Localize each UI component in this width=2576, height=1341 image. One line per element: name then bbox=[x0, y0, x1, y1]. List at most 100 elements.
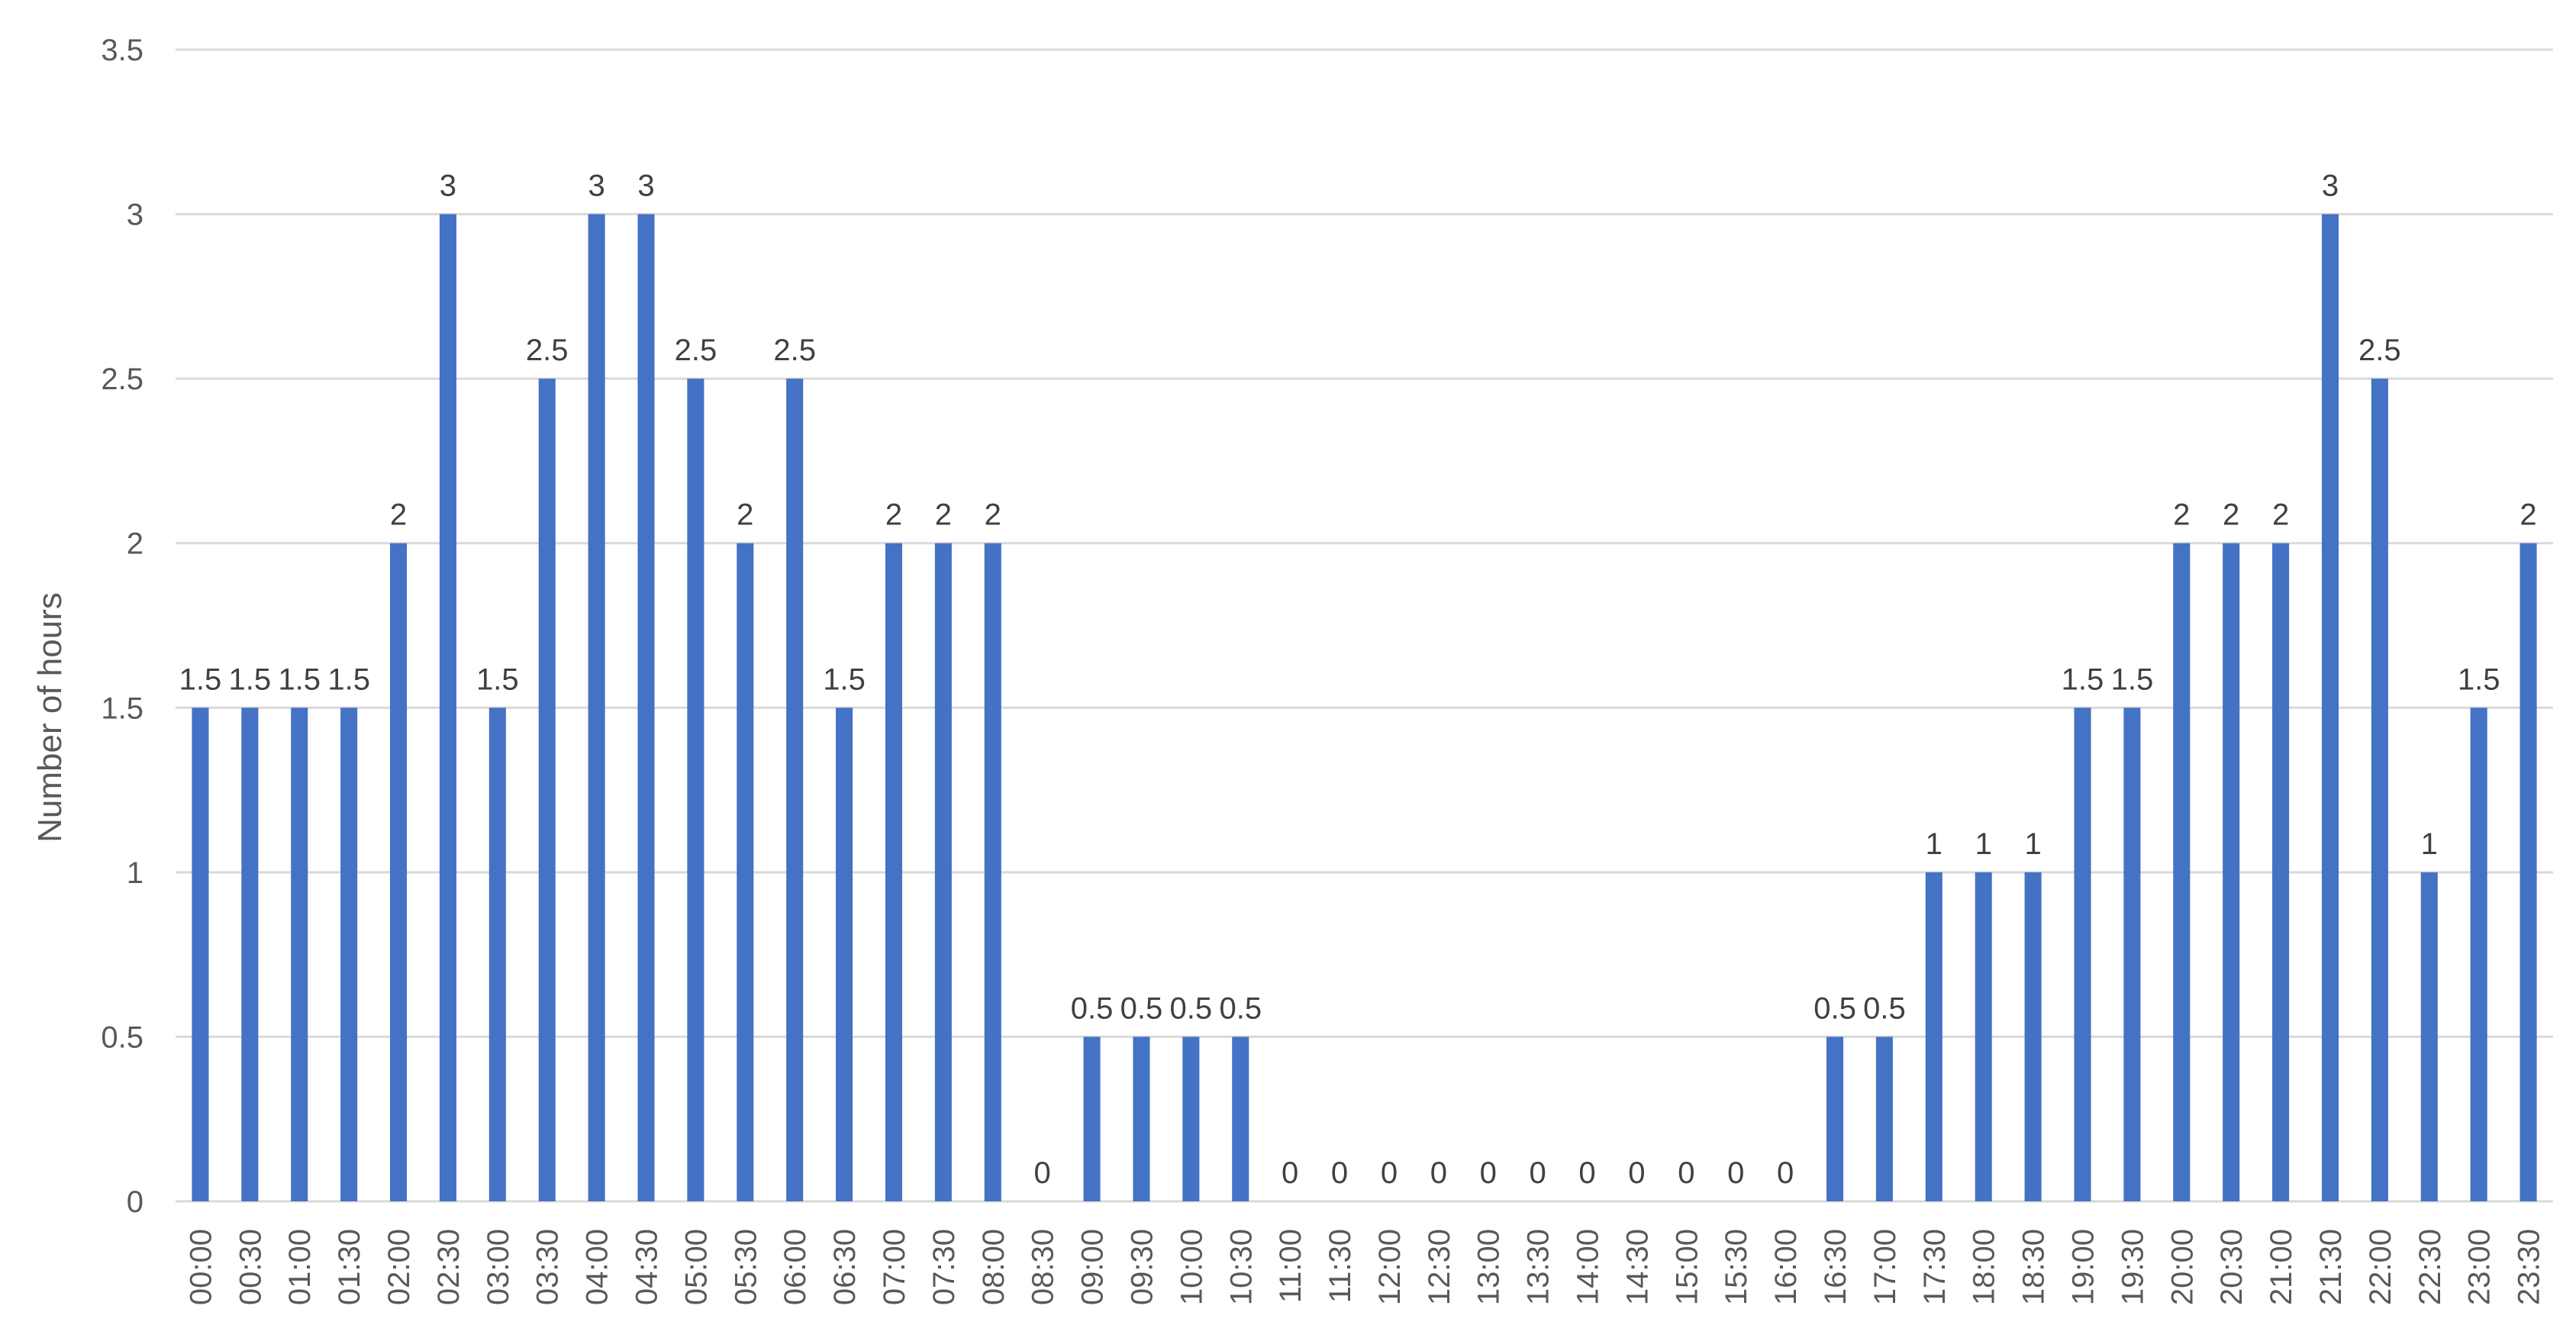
x-tick-label: 15:00 bbox=[1670, 1229, 1704, 1305]
x-tick-label: 22:30 bbox=[2413, 1229, 2447, 1305]
data-label: 1.5 bbox=[823, 662, 866, 696]
data-label: 3 bbox=[588, 169, 605, 203]
bar bbox=[2123, 708, 2141, 1201]
x-tick-label: 04:00 bbox=[581, 1229, 614, 1305]
bar bbox=[192, 708, 209, 1201]
bar bbox=[588, 214, 605, 1202]
bar bbox=[737, 543, 754, 1201]
bar bbox=[1182, 1036, 1200, 1201]
data-label: 0.5 bbox=[1170, 991, 1213, 1025]
x-tick-label: 07:00 bbox=[878, 1229, 911, 1305]
data-label: 2 bbox=[2272, 498, 2289, 532]
y-tick-label: 1.5 bbox=[101, 691, 143, 725]
data-label: 2.5 bbox=[526, 334, 569, 367]
x-tick-label: 05:30 bbox=[729, 1229, 762, 1305]
x-tick-label: 14:30 bbox=[1620, 1229, 1654, 1305]
data-label: 1.5 bbox=[278, 662, 321, 696]
data-label: 2 bbox=[737, 498, 753, 532]
x-tick-label: 19:00 bbox=[2066, 1229, 2100, 1305]
x-tick-label: 04:30 bbox=[630, 1229, 664, 1305]
bar bbox=[2321, 214, 2339, 1202]
data-label: 1.5 bbox=[179, 662, 222, 696]
y-axis-ticks: 0 0.5 1 1.5 2 2.5 3 3.5 bbox=[101, 34, 143, 1219]
x-tick-label: 20:00 bbox=[2165, 1229, 2199, 1305]
bar bbox=[885, 543, 903, 1201]
y-tick-label: 3 bbox=[127, 198, 143, 232]
bar bbox=[2470, 708, 2487, 1201]
data-label: 0.5 bbox=[1219, 991, 1262, 1025]
x-tick-label: 08:30 bbox=[1027, 1229, 1060, 1305]
data-label: 1 bbox=[1975, 827, 1992, 861]
bar bbox=[2024, 872, 2042, 1201]
data-label: 0.5 bbox=[1814, 991, 1856, 1025]
bar bbox=[1133, 1036, 1150, 1201]
data-label: 2 bbox=[2223, 498, 2239, 532]
data-label: 0 bbox=[1331, 1156, 1348, 1190]
bar bbox=[241, 708, 259, 1201]
x-tick-label: 10:30 bbox=[1224, 1229, 1258, 1305]
x-tick-label: 02:30 bbox=[432, 1229, 466, 1305]
y-tick-label: 0.5 bbox=[101, 1020, 143, 1054]
data-label: 1.5 bbox=[327, 662, 370, 696]
x-tick-label: 00:00 bbox=[184, 1229, 218, 1305]
bar bbox=[637, 214, 655, 1202]
data-label: 0 bbox=[1678, 1156, 1694, 1190]
bar bbox=[934, 543, 952, 1201]
bar bbox=[340, 708, 358, 1201]
y-axis-label: Number of hours bbox=[31, 592, 69, 843]
bar bbox=[984, 543, 1001, 1201]
x-tick-label: 20:30 bbox=[2215, 1229, 2249, 1305]
x-tick-label: 10:00 bbox=[1175, 1229, 1208, 1305]
bar bbox=[1925, 872, 1942, 1201]
data-label: 2 bbox=[885, 498, 902, 532]
x-tick-label: 23:30 bbox=[2513, 1229, 2546, 1305]
data-label: 0 bbox=[1777, 1156, 1794, 1190]
data-label: 1.5 bbox=[476, 662, 519, 696]
x-tick-label: 18:30 bbox=[2017, 1229, 2051, 1305]
data-label: 0 bbox=[1282, 1156, 1298, 1190]
data-label: 1 bbox=[2024, 827, 2041, 861]
bar bbox=[2520, 543, 2537, 1201]
y-tick-label: 2.5 bbox=[101, 363, 143, 396]
bar bbox=[291, 708, 308, 1201]
data-label: 3 bbox=[2322, 169, 2339, 203]
y-tick-label: 3.5 bbox=[101, 34, 143, 67]
bar bbox=[2074, 708, 2091, 1201]
data-label: 0 bbox=[1381, 1156, 1398, 1190]
data-label: 2 bbox=[390, 498, 407, 532]
bar bbox=[439, 214, 456, 1202]
bar bbox=[1875, 1036, 1893, 1201]
x-tick-label: 06:00 bbox=[779, 1229, 812, 1305]
bar bbox=[687, 379, 704, 1202]
x-tick-label: 08:00 bbox=[977, 1229, 1011, 1305]
x-tick-label: 23:00 bbox=[2463, 1229, 2497, 1305]
data-label: 1 bbox=[1926, 827, 1942, 861]
data-label: 2 bbox=[935, 498, 952, 532]
data-label: 0 bbox=[1628, 1156, 1645, 1190]
x-tick-label: 09:30 bbox=[1125, 1229, 1159, 1305]
bar bbox=[1826, 1036, 1844, 1201]
y-tick-label: 0 bbox=[127, 1185, 143, 1219]
data-label: 1.5 bbox=[229, 662, 272, 696]
x-tick-label: 22:00 bbox=[2364, 1229, 2397, 1305]
bar bbox=[389, 543, 408, 1201]
bar bbox=[2173, 543, 2191, 1201]
gridlines bbox=[176, 48, 2553, 1203]
bar bbox=[2223, 543, 2240, 1201]
data-label: 2 bbox=[2520, 498, 2536, 532]
bar bbox=[2371, 379, 2388, 1202]
bar bbox=[1232, 1036, 1249, 1201]
data-label: 3 bbox=[440, 169, 456, 203]
x-tick-label: 21:30 bbox=[2314, 1229, 2348, 1305]
bar bbox=[836, 708, 853, 1201]
data-label: 2.5 bbox=[773, 334, 816, 367]
data-label: 1.5 bbox=[2111, 662, 2154, 696]
x-tick-label: 09:00 bbox=[1076, 1229, 1110, 1305]
data-label: 0.5 bbox=[1120, 991, 1163, 1025]
x-tick-label: 06:30 bbox=[828, 1229, 862, 1305]
data-label: 0.5 bbox=[1863, 991, 1906, 1025]
x-tick-label: 16:30 bbox=[1819, 1229, 1852, 1305]
